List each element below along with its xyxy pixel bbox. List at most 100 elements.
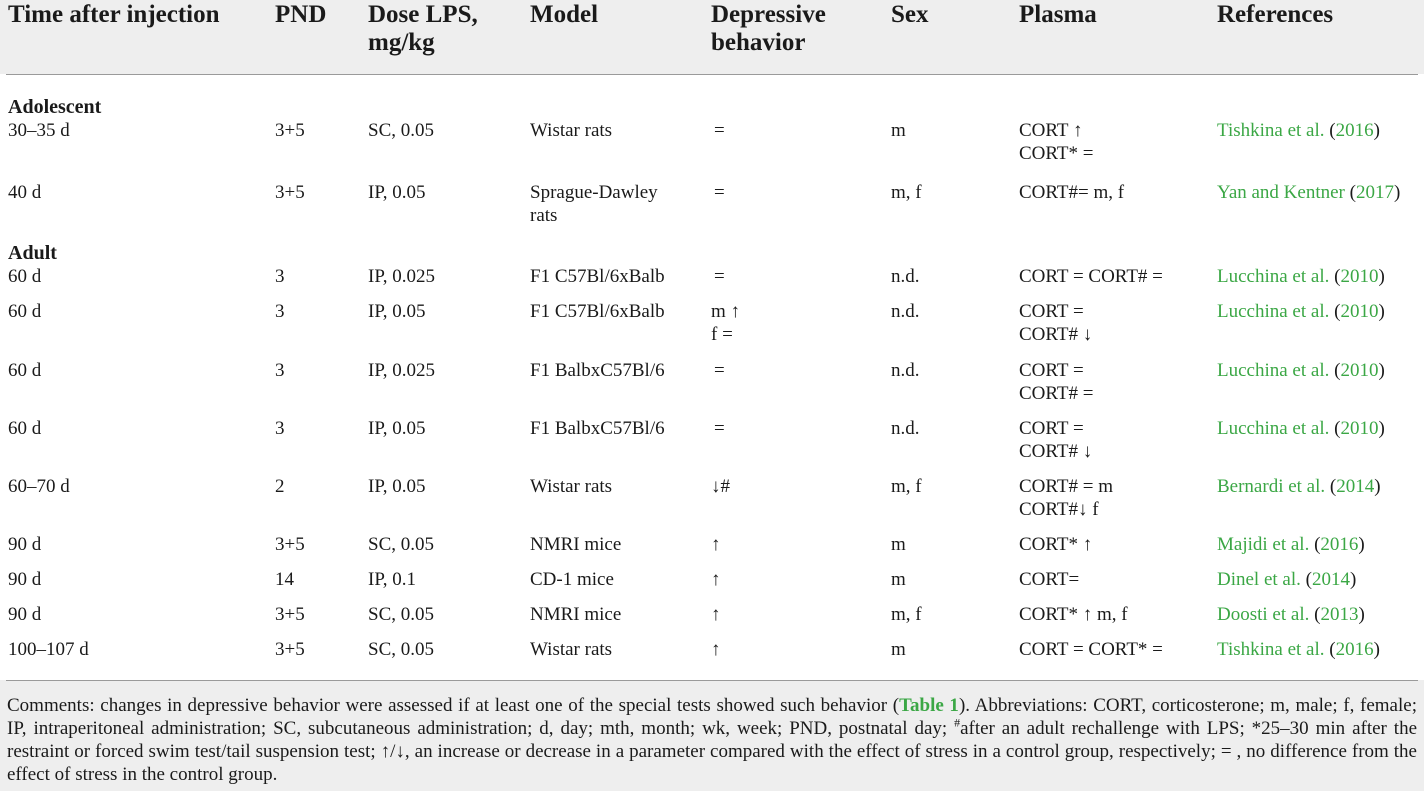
reference-author-link[interactable]: Lucchina et al. <box>1217 266 1335 287</box>
cell-sex: n.d. <box>891 266 920 287</box>
cell-plasma: CORT* ↑ m, f <box>1019 604 1128 625</box>
cell-plasma: CORT = CORT* = <box>1019 639 1163 660</box>
reference-paren: ( <box>1314 534 1321 555</box>
reference-paren: ( <box>1329 639 1336 660</box>
cell-time: 90 d <box>8 534 42 555</box>
cell-reference[interactable]: Dinel et al. (2014) <box>1217 568 1356 591</box>
cell-reference[interactable]: Lucchina et al. (2010) <box>1217 417 1385 440</box>
cell-sex: m <box>891 639 906 660</box>
footnote-marker: # <box>954 715 961 730</box>
cell-sex: n.d. <box>891 360 920 381</box>
reference-paren: ) <box>1373 120 1380 141</box>
reference-author-link[interactable]: Lucchina et al. <box>1217 360 1335 381</box>
cell-depressive: = <box>714 182 725 203</box>
reference-author-link[interactable]: Lucchina et al. <box>1217 418 1335 439</box>
group-label-adolescent: Adolescent <box>8 96 102 118</box>
cell-sex: m, f <box>891 604 922 625</box>
bottom-rule <box>6 680 1418 681</box>
cell-sex: m <box>891 120 906 141</box>
reference-author-link[interactable]: Majidi et al. <box>1217 534 1315 555</box>
reference-year-link[interactable]: 2010 <box>1340 266 1379 287</box>
cell-time: 60 d <box>8 418 42 439</box>
reference-year-link[interactable]: 2010 <box>1340 301 1379 322</box>
reference-author-link[interactable]: Tishkina et al. <box>1217 639 1330 660</box>
header-references: References <box>1217 1 1334 28</box>
cell-model: CD-1 mice <box>530 569 614 590</box>
cell-depressive: = <box>714 418 725 439</box>
cell-reference[interactable]: Yan and Kentner (2017) <box>1217 181 1400 204</box>
cell-dose: IP, 0.05 <box>368 476 426 497</box>
reference-author-link[interactable]: Tishkina et al. <box>1217 120 1330 141</box>
cell-reference[interactable]: Majidi et al. (2016) <box>1217 533 1365 556</box>
cell-sex: n.d. <box>891 301 920 322</box>
reference-year-link[interactable]: 2014 <box>1311 569 1350 590</box>
reference-paren: ) <box>1378 418 1385 439</box>
cell-model: F1 C57Bl/6xBalb <box>530 266 665 287</box>
cell-time: 60 d <box>8 301 42 322</box>
cell-model: F1 C57Bl/6xBalb <box>530 301 665 322</box>
reference-year-link[interactable]: 2016 <box>1335 639 1374 660</box>
table-header-band <box>0 0 1424 74</box>
reference-author-link[interactable]: Yan and Kentner <box>1217 182 1350 203</box>
footnote-text: ). Abbreviations: CORT, corticosterone; … <box>7 695 1417 739</box>
header-time: Time after injection <box>8 1 220 28</box>
reference-paren: ( <box>1305 569 1312 590</box>
cell-depressive: = <box>714 266 725 287</box>
cell-sex: m, f <box>891 182 922 203</box>
reference-paren: ) <box>1358 604 1365 625</box>
reference-paren: ( <box>1329 476 1337 497</box>
reference-year-link[interactable]: 2016 <box>1335 120 1374 141</box>
cell-time: 30–35 d <box>8 120 70 141</box>
cell-plasma: CORT# = m CORT#↓ f <box>1019 476 1114 520</box>
cell-model: Wistar rats <box>530 476 613 497</box>
cell-time: 60 d <box>8 360 42 381</box>
cell-plasma: CORT = CORT# = <box>1019 266 1163 287</box>
reference-author-link[interactable]: Doosti et al. <box>1217 604 1315 625</box>
reference-year-link[interactable]: 2010 <box>1340 418 1379 439</box>
cell-plasma: CORT= <box>1019 569 1080 590</box>
cell-sex: m <box>891 569 906 590</box>
cell-reference[interactable]: Tishkina et al. (2016) <box>1217 638 1380 661</box>
cell-plasma: CORT = CORT# ↓ <box>1019 301 1093 345</box>
cell-dose: SC, 0.05 <box>368 604 434 625</box>
cell-time: 60 d <box>8 266 42 287</box>
cell-depressive: = <box>714 360 725 381</box>
cell-dose: SC, 0.05 <box>368 639 434 660</box>
cell-time: 40 d <box>8 182 42 203</box>
reference-paren: ) <box>1349 569 1357 590</box>
reference-author-link[interactable]: Dinel et al. <box>1217 569 1306 590</box>
reference-paren: ) <box>1378 266 1385 287</box>
header-pnd: PND <box>275 1 327 28</box>
reference-paren: ( <box>1329 120 1336 141</box>
reference-paren: ) <box>1374 476 1381 497</box>
cell-reference[interactable]: Lucchina et al. (2010) <box>1217 300 1385 323</box>
reference-year-link[interactable]: 2014 <box>1336 476 1375 497</box>
cell-reference[interactable]: Lucchina et al. (2010) <box>1217 359 1385 382</box>
cell-model: Wistar rats <box>530 120 613 141</box>
reference-year-link[interactable]: 2013 <box>1320 604 1359 625</box>
cell-pnd: 3 <box>275 301 285 322</box>
cell-reference[interactable]: Lucchina et al. (2010) <box>1217 265 1385 288</box>
cell-model: F1 BalbxC57Bl/6 <box>530 360 665 381</box>
cell-reference[interactable]: Bernardi et al. (2014) <box>1217 475 1381 498</box>
table-1-link[interactable]: Table 1 <box>899 695 959 716</box>
cell-dose: IP, 0.05 <box>368 301 426 322</box>
cell-pnd: 3+5 <box>275 182 305 203</box>
reference-author-link[interactable]: Bernardi et al. <box>1217 476 1330 497</box>
cell-reference[interactable]: Tishkina et al. (2016) <box>1217 119 1380 142</box>
cell-plasma: CORT = CORT# ↓ <box>1019 418 1093 462</box>
cell-dose: IP, 0.1 <box>368 569 417 590</box>
reference-paren: ) <box>1378 301 1385 322</box>
reference-year-link[interactable]: 2016 <box>1320 534 1359 555</box>
cell-depressive: ↑ <box>711 639 721 660</box>
reference-year-link[interactable]: 2010 <box>1340 360 1379 381</box>
reference-paren: ( <box>1334 360 1341 381</box>
cell-pnd: 3 <box>275 266 285 287</box>
reference-paren: ( <box>1334 266 1341 287</box>
cell-pnd: 3+5 <box>275 534 305 555</box>
reference-year-link[interactable]: 2017 <box>1355 182 1394 203</box>
reference-author-link[interactable]: Lucchina et al. <box>1217 301 1335 322</box>
cell-reference[interactable]: Doosti et al. (2013) <box>1217 603 1365 626</box>
header-model: Model <box>530 1 599 28</box>
cell-depressive: ↓# <box>711 476 730 497</box>
